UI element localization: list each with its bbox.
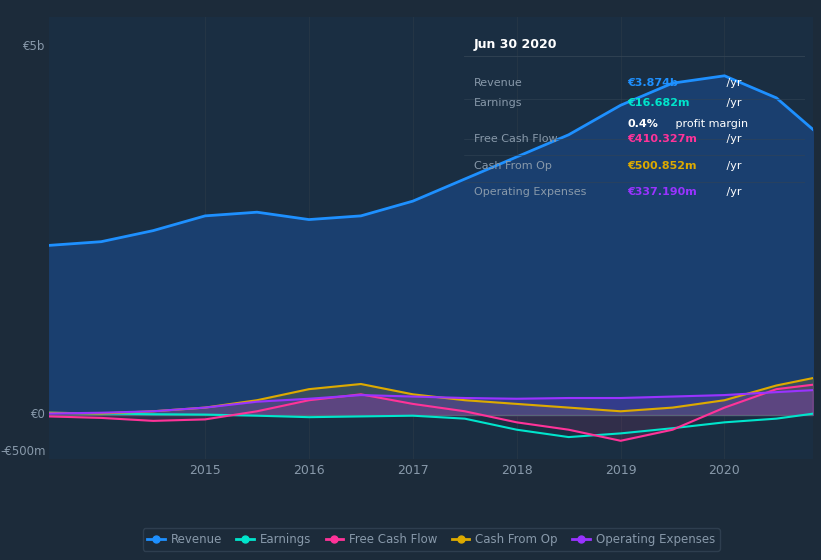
Text: Cash From Op: Cash From Op	[474, 161, 552, 171]
Text: €410.327m: €410.327m	[627, 134, 697, 144]
Text: €337.190m: €337.190m	[627, 188, 697, 198]
Text: Operating Expenses: Operating Expenses	[474, 188, 586, 198]
Text: Jun 30 2020: Jun 30 2020	[474, 38, 557, 52]
Text: €0: €0	[30, 408, 45, 422]
Legend: Revenue, Earnings, Free Cash Flow, Cash From Op, Operating Expenses: Revenue, Earnings, Free Cash Flow, Cash …	[143, 528, 719, 550]
Text: /yr: /yr	[722, 98, 741, 108]
Text: /yr: /yr	[722, 161, 741, 171]
Text: /yr: /yr	[722, 188, 741, 198]
Text: -€500m: -€500m	[0, 445, 45, 458]
Text: €5b: €5b	[23, 40, 45, 53]
Text: profit margin: profit margin	[672, 119, 748, 129]
Text: Revenue: Revenue	[474, 78, 523, 88]
Text: €16.682m: €16.682m	[627, 98, 690, 108]
Text: /yr: /yr	[722, 134, 741, 144]
Text: /yr: /yr	[722, 78, 741, 88]
Text: €500.852m: €500.852m	[627, 161, 697, 171]
Text: 0.4%: 0.4%	[627, 119, 658, 129]
Text: Earnings: Earnings	[474, 98, 523, 108]
Text: Free Cash Flow: Free Cash Flow	[474, 134, 557, 144]
Text: €3.874b: €3.874b	[627, 78, 678, 88]
